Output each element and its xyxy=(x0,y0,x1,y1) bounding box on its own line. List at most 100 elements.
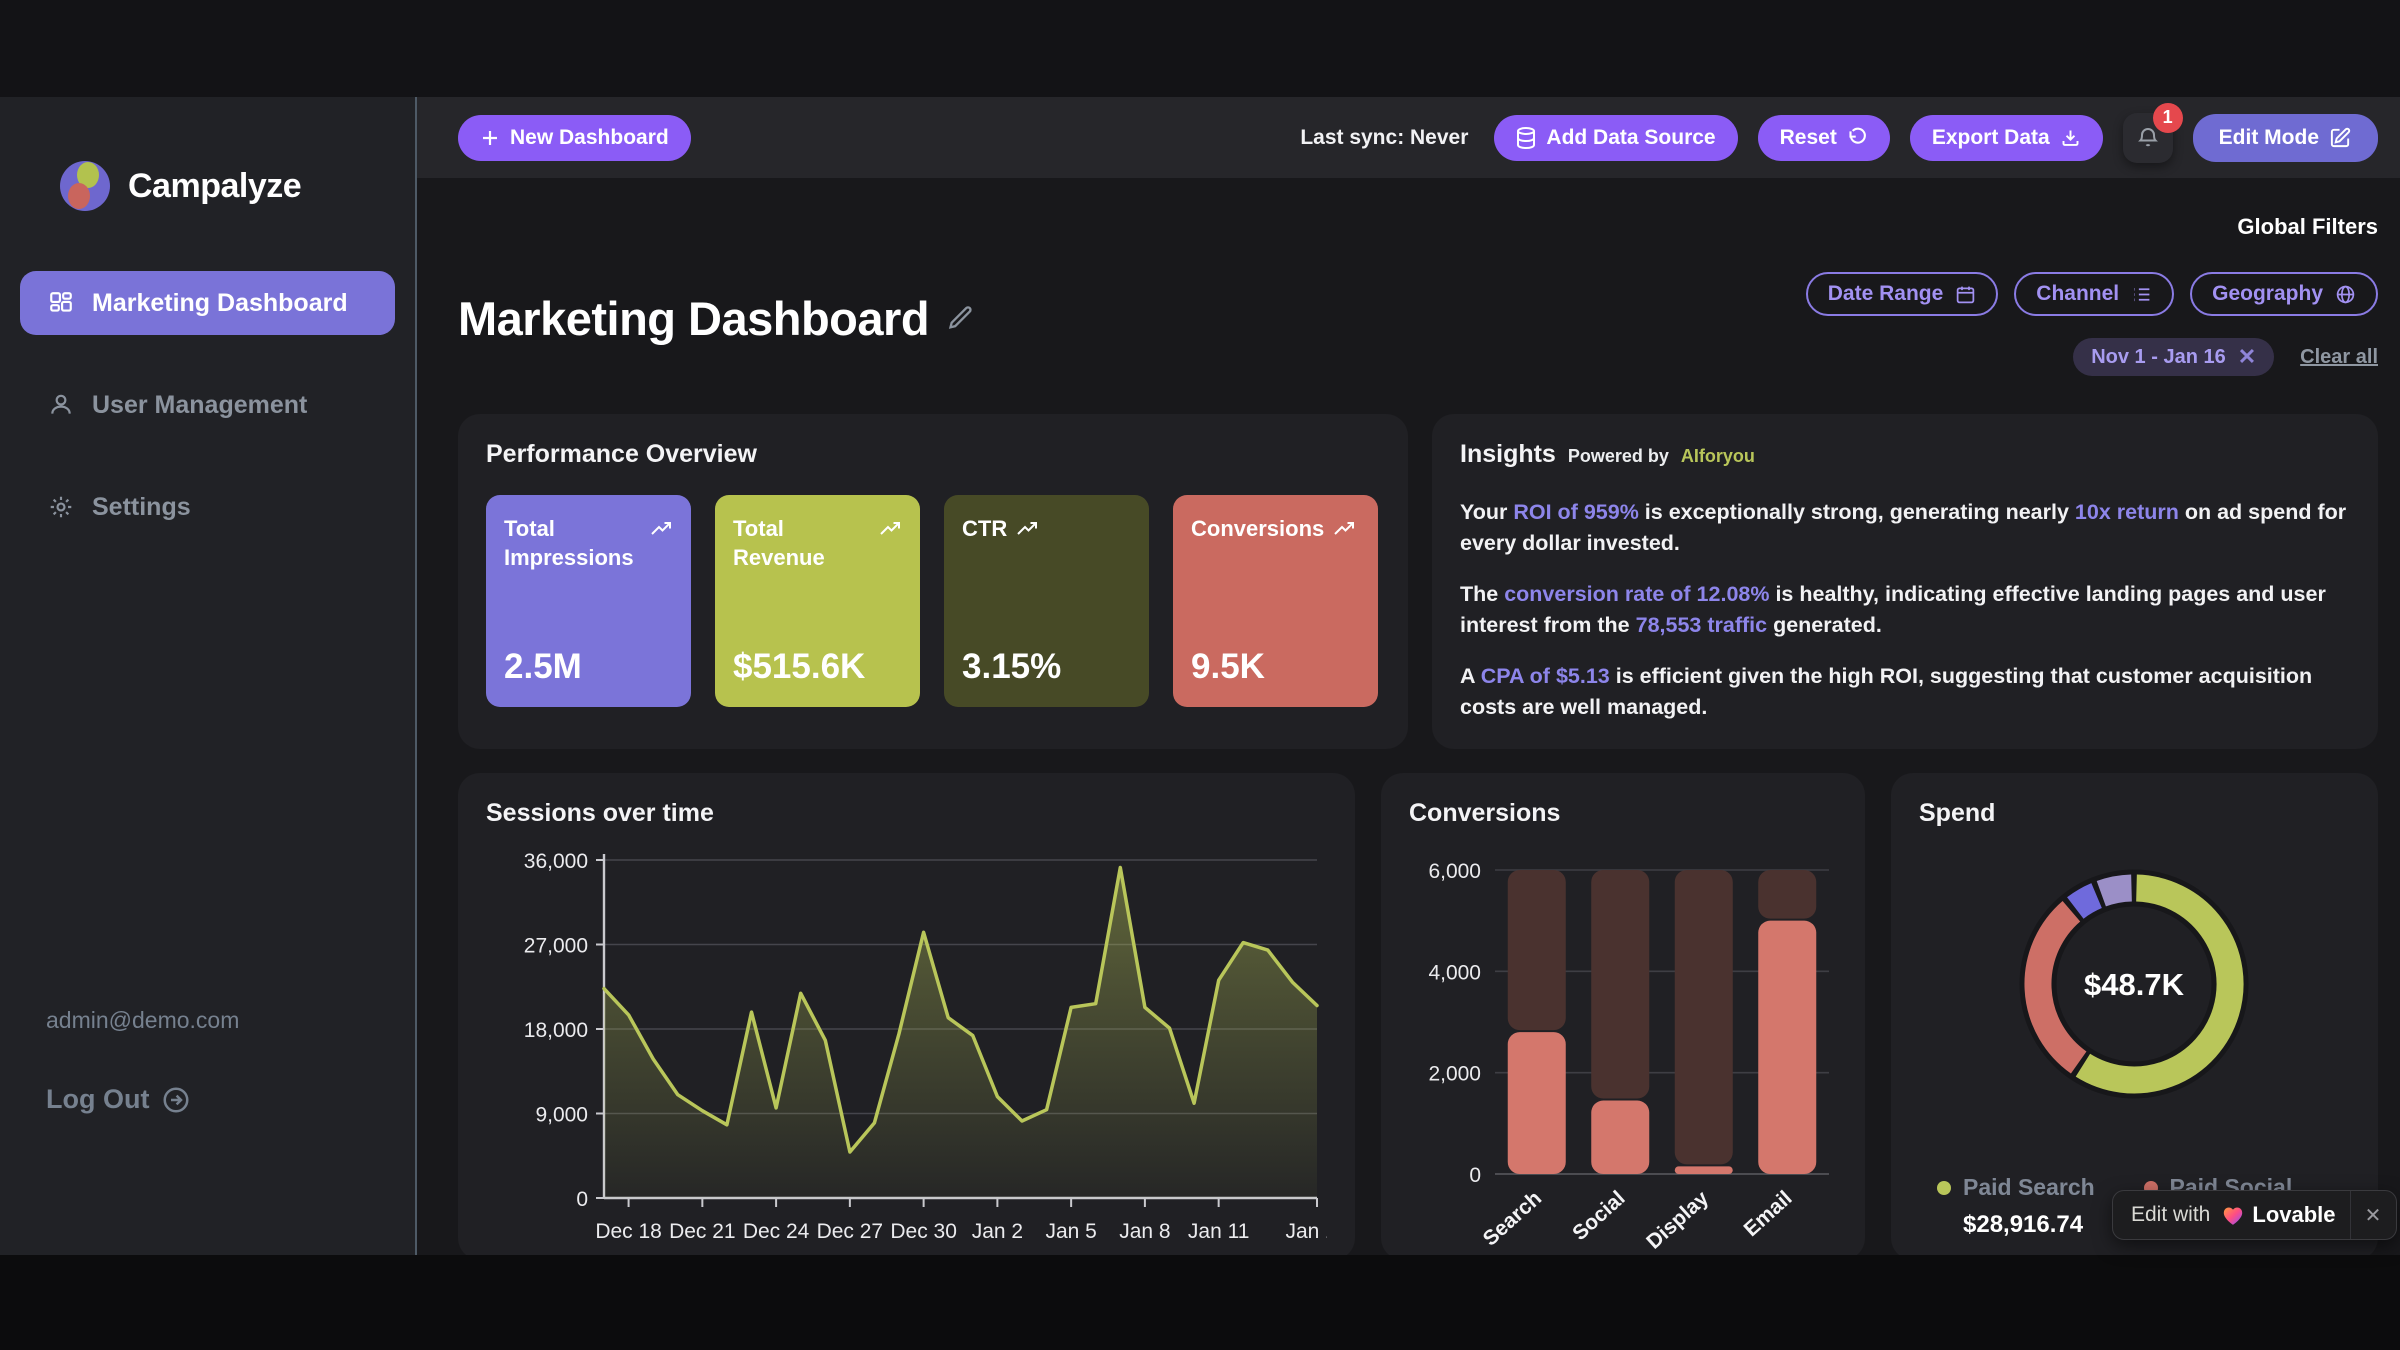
kpi-label: CTR xyxy=(962,516,1008,541)
kpi-label: Conversions xyxy=(1191,516,1325,541)
x-tick-label: Jan 5 xyxy=(1045,1220,1096,1243)
bar xyxy=(1674,1166,1733,1174)
x-tick-label: Jan 8 xyxy=(1119,1220,1170,1243)
reset-button[interactable]: Reset xyxy=(1757,114,1890,161)
date-range-label: Date Range xyxy=(1827,282,1944,305)
date-range-filter-button[interactable]: Date Range xyxy=(1805,272,1999,316)
sessions-chart-title: Sessions over time xyxy=(486,799,714,827)
export-data-label: Export Data xyxy=(1931,125,2050,149)
logout-button[interactable]: Log Out xyxy=(46,1084,239,1115)
kpi-card-ctr[interactable]: CTR 3.15% xyxy=(944,495,1149,707)
page-title: Marketing Dashboard xyxy=(458,291,930,345)
export-data-button[interactable]: Export Data xyxy=(1909,114,2103,161)
insights-provider: AIforyou xyxy=(1680,446,1755,466)
x-tick-label: Dec 21 xyxy=(669,1220,736,1243)
sidebar-nav: Marketing Dashboard User Management Sett… xyxy=(0,271,415,539)
logout-arrow-icon xyxy=(163,1087,189,1112)
sidebar: Campalyze Marketing Dashboard User Manag… xyxy=(0,97,417,1255)
legend-label-row: Paid Search xyxy=(1937,1174,2144,1201)
insight-text: A xyxy=(1460,664,1481,689)
gear-icon xyxy=(50,496,72,518)
performance-overview-card: Performance Overview Total Impressions 2… xyxy=(458,414,1408,749)
add-data-source-label: Add Data Source xyxy=(1546,125,1716,149)
performance-overview-title: Performance Overview xyxy=(486,440,757,468)
y-tick-label: 9,000 xyxy=(535,1104,588,1127)
trending-up-icon xyxy=(651,522,671,535)
lovable-brand: Lovable xyxy=(2252,1202,2336,1227)
edit-mode-label: Edit Mode xyxy=(2218,125,2319,149)
x-category-label: Social xyxy=(1568,1187,1629,1245)
lovable-heart-icon xyxy=(2224,1207,2243,1225)
plus-icon xyxy=(483,130,497,145)
sessions-over-time-card: Sessions over time 0 9,000 18,000 27,000 36,… xyxy=(458,773,1355,1260)
insight-text: is efficient given the high ROI, suggest… xyxy=(1460,664,2313,719)
kpi-card-total-revenue[interactable]: Total Revenue $515.6K xyxy=(715,495,920,707)
sidebar-item-label: Settings xyxy=(92,492,191,521)
y-tick-label: 0 xyxy=(1469,1164,1481,1187)
date-range-chip[interactable]: Nov 1 - Jan 16 ✕ xyxy=(2073,338,2275,376)
channel-filter-button[interactable]: Channel xyxy=(2014,272,2175,316)
sessions-line-chart[interactable]: 0 9,000 18,000 27,000 36,000 Dec 18 Dec 21 Dec … xyxy=(486,842,1349,1260)
kpi-value: 2.5M xyxy=(504,647,582,686)
x-category-label: Email xyxy=(1740,1187,1797,1242)
x-tick-label: Jan 11 xyxy=(1188,1220,1250,1243)
add-data-source-button[interactable]: Add Data Source xyxy=(1494,114,1738,161)
new-dashboard-button[interactable]: New Dashboard xyxy=(458,114,691,161)
insight-highlight: ROI of 959% xyxy=(1513,500,1639,524)
main-content: Marketing Dashboard Global Filters Date … xyxy=(417,178,2400,1260)
brand-name: Campalyze xyxy=(128,166,302,205)
conversions-card: Conversions 0 2,000 4,000 6,000 Search Social… xyxy=(1381,773,1865,1260)
spend-chart-title: Spend xyxy=(1919,799,1996,827)
donut-segment xyxy=(2096,874,2133,907)
x-tick-label: Jan 15 xyxy=(1285,1220,1327,1243)
insight-text: generated. xyxy=(1767,612,1882,637)
insight-highlight: conversion rate of 12.08% xyxy=(1504,582,1770,607)
sidebar-item-user-management[interactable]: User Management xyxy=(20,373,395,437)
y-tick-label: 6,000 xyxy=(1428,860,1481,883)
toolbar: New Dashboard Last sync: Never Add Data … xyxy=(417,97,2400,178)
legend-value: $28,916.74 xyxy=(1963,1211,2084,1238)
insight-paragraph: A CPA of $5.13 is efficient given the hi… xyxy=(1460,661,2350,722)
download-icon xyxy=(2062,130,2079,146)
notification-count-badge: 1 xyxy=(2152,102,2183,133)
geography-filter-button[interactable]: Geography xyxy=(2190,272,2378,316)
channel-label: Channel xyxy=(2036,282,2120,305)
database-icon xyxy=(1517,126,1536,149)
trending-up-icon xyxy=(880,522,900,535)
kpi-value: 9.5K xyxy=(1191,647,1265,686)
clear-all-link[interactable]: Clear all xyxy=(2300,345,2378,368)
donut-segment xyxy=(2067,883,2103,919)
bar xyxy=(1758,920,1817,1174)
brand: Campalyze xyxy=(0,97,415,213)
global-filters-label: Global Filters xyxy=(2237,214,2378,239)
kpi-label: Total Impressions xyxy=(504,516,634,570)
bar-track xyxy=(1507,870,1566,1031)
notifications-button[interactable]: 1 xyxy=(2122,102,2183,163)
lovable-close-icon[interactable]: ✕ xyxy=(2349,1191,2396,1239)
insight-paragraph: The conversion rate of 12.08% is healthy… xyxy=(1460,579,2350,640)
insights-paragraphs: Your ROI of 959% is exceptionally strong… xyxy=(1460,497,2350,722)
insight-text: is exceptionally strong, generating near… xyxy=(1638,500,2075,524)
y-tick-label: 27,000 xyxy=(524,935,588,958)
sidebar-item-marketing-dashboard[interactable]: Marketing Dashboard xyxy=(20,271,395,335)
kpi-card-conversions[interactable]: Conversions 9.5K xyxy=(1173,495,1378,707)
conversions-bar-chart[interactable]: 0 2,000 4,000 6,000 Search Social Display Email xyxy=(1409,842,1835,1260)
insight-highlight: 78,553 traffic xyxy=(1635,612,1768,637)
spend-donut-chart[interactable]: $48.7K xyxy=(1919,834,2350,1134)
bar-track xyxy=(1591,870,1650,1099)
edit-title-pencil-icon[interactable] xyxy=(947,304,975,332)
donut-center-label: $48.7K xyxy=(2084,967,2185,1002)
chip-close-icon[interactable]: ✕ xyxy=(2237,344,2257,369)
edit-mode-button[interactable]: Edit Mode xyxy=(2192,113,2378,162)
trending-up-icon xyxy=(1334,522,1355,535)
edit-with-lovable-badge[interactable]: Edit with Lovable ✕ xyxy=(2112,1190,2397,1240)
edit-square-icon xyxy=(2330,127,2351,148)
x-tick-label: Dec 30 xyxy=(890,1220,957,1243)
sidebar-item-settings[interactable]: Settings xyxy=(20,475,395,539)
y-tick-label: 36,000 xyxy=(524,850,588,873)
kpi-value: $515.6K xyxy=(733,647,866,686)
x-category-label: Search xyxy=(1479,1187,1546,1251)
insight-text: Your xyxy=(1460,500,1514,524)
bottom-window-strip xyxy=(0,1255,2400,1350)
kpi-card-total-impressions[interactable]: Total Impressions 2.5M xyxy=(486,495,691,707)
